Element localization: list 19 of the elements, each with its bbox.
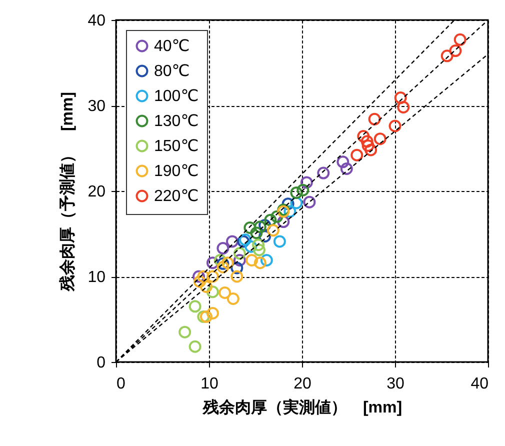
y-tick-label: 0 bbox=[96, 354, 106, 372]
x-tick-label: 30 bbox=[386, 376, 404, 392]
x-tick-label: 20 bbox=[294, 376, 312, 392]
y-tick-label: 20 bbox=[88, 184, 106, 200]
x-tick-label: 0 bbox=[116, 376, 126, 392]
y-tick-label: 40 bbox=[88, 12, 106, 30]
x-tick-label: 40 bbox=[470, 376, 489, 392]
legend-label: 220℃ bbox=[154, 188, 199, 205]
legend-label: 130℃ bbox=[154, 113, 199, 130]
legend-label: 40℃ bbox=[154, 38, 190, 55]
y-tick-label: 10 bbox=[88, 269, 106, 286]
x-axis-title: 残余肉厚（実測値） [mm] bbox=[202, 398, 402, 416]
legend-label: 100℃ bbox=[154, 88, 199, 105]
legend-label: 150℃ bbox=[154, 138, 199, 155]
legend-label: 190℃ bbox=[154, 163, 199, 180]
y-axis-title: 残余肉厚（予測値） [mm] bbox=[58, 92, 77, 292]
legend-label: 80℃ bbox=[154, 63, 190, 80]
x-tick-label: 10 bbox=[200, 376, 218, 392]
y-tick-label: 30 bbox=[88, 98, 106, 115]
